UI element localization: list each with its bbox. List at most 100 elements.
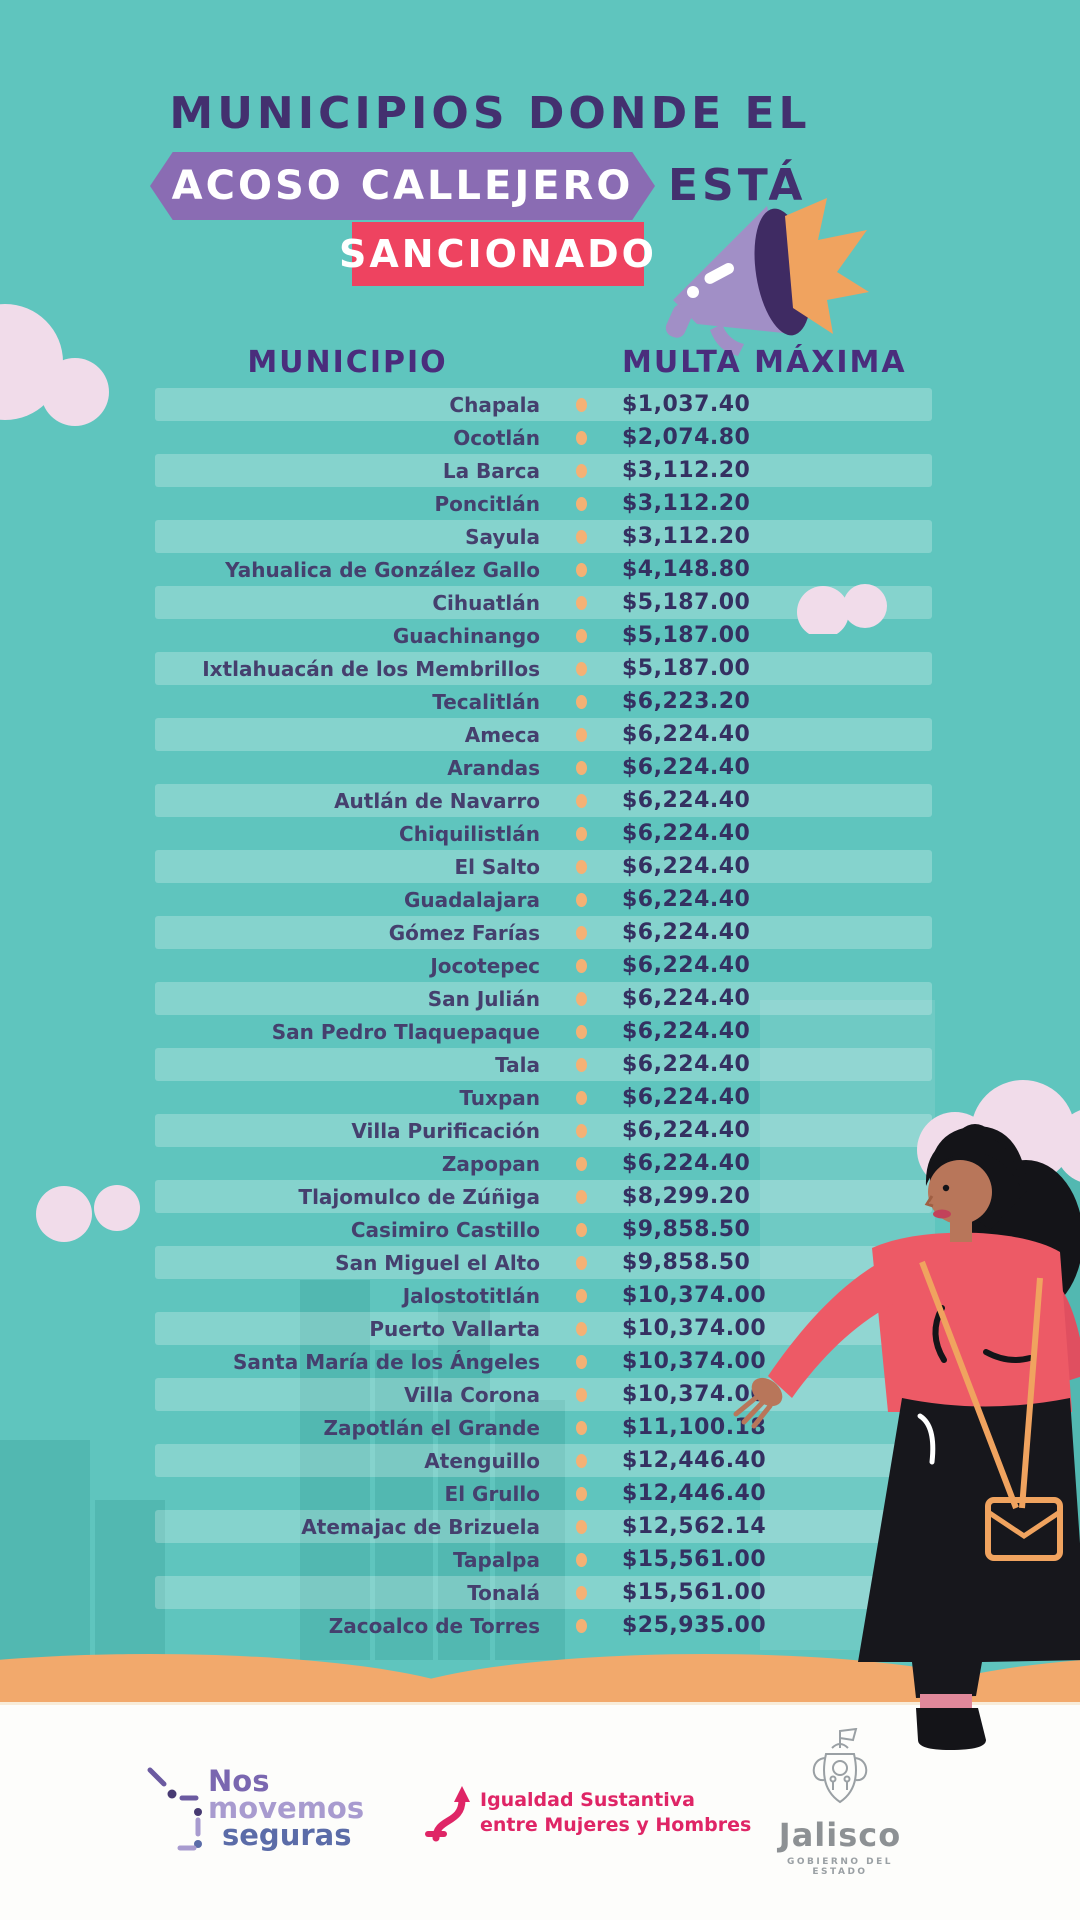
table-row: Gómez Farías $6,224.40 (155, 916, 932, 949)
bullet-dot-icon (575, 1255, 587, 1270)
municipality-name: Zapotlán el Grande (323, 1415, 540, 1440)
bullet-dot-icon (575, 859, 587, 874)
municipality-name: Villa Purificación (351, 1118, 540, 1143)
municipality-name: Santa María de los Ángeles (233, 1349, 540, 1374)
table-row: San Julián $6,224.40 (155, 982, 932, 1015)
bullet-dot-icon (575, 1288, 587, 1303)
table-row: La Barca $3,112.20 (155, 454, 932, 487)
table-rows: Chapala $1,037.40 Ocotlán $2,074.80 La Barca… (155, 388, 932, 1642)
fine-amount: $6,224.40 (622, 788, 751, 813)
fine-amount: $3,112.20 (622, 491, 751, 516)
municipality-name: El Salto (454, 854, 540, 879)
hills-illustration (0, 1654, 1080, 1705)
municipality-name: Atemajac de Brizuela (301, 1514, 540, 1539)
fine-amount: $6,224.40 (622, 1019, 751, 1044)
woman-illustration (733, 1124, 1080, 1750)
fine-amount: $9,858.50 (622, 1250, 751, 1275)
table-row: Tala $6,224.40 (155, 1048, 932, 1081)
fine-amount: $6,224.40 (622, 920, 751, 945)
table-row: Tecalitlán $6,223.20 (155, 685, 932, 718)
table-row: Arandas $6,224.40 (155, 751, 932, 784)
bullet-dot-icon (575, 1090, 587, 1105)
bullet-dot-icon (575, 1486, 587, 1501)
bullet-dot-icon (575, 628, 587, 643)
table-row: Autlán de Navarro $6,224.40 (155, 784, 932, 817)
municipality-name: Chapala (449, 392, 540, 417)
title-banner-text: SANCIONADO (339, 232, 657, 276)
fine-amount: $9,858.50 (622, 1217, 751, 1242)
bullet-dot-icon (575, 661, 587, 676)
table-row: Ocotlán $2,074.80 (155, 421, 932, 454)
column-header-municipio: MUNICIPIO (247, 345, 448, 380)
municipality-name: Tecalitlán (432, 689, 540, 714)
brand3-tagline: GOBIERNO DEL ESTADO (787, 1857, 893, 1877)
municipality-name: San Miguel el Alto (335, 1250, 540, 1275)
bullet-dot-icon (575, 1156, 587, 1171)
curved-arrow-icon (425, 1786, 470, 1842)
table-row: Yahualica de González Gallo $4,148.80 (155, 553, 932, 586)
bullet-dot-icon (575, 397, 587, 412)
title-banner-sancionado: SANCIONADO (339, 222, 654, 286)
table-row: Poncitlán $3,112.20 (155, 487, 932, 520)
fine-amount: $6,224.40 (622, 1118, 751, 1143)
fine-amount: $10,374.00 (622, 1349, 767, 1374)
municipality-name: Gómez Farías (388, 920, 540, 945)
municipality-name: Ameca (464, 722, 540, 747)
table-row: Guachinango $5,187.00 (155, 619, 932, 652)
bullet-dot-icon (575, 463, 587, 478)
fine-amount: $3,112.20 (622, 458, 751, 483)
table-row: Zapotlán el Grande $11,100.18 (155, 1411, 932, 1444)
table-row: Tlajomulco de Zúñiga $8,299.20 (155, 1180, 932, 1213)
fine-amount: $6,224.40 (622, 854, 751, 879)
municipality-name: Tapalpa (452, 1547, 540, 1572)
municipality-name: Zacoalco de Torres (328, 1613, 540, 1638)
municipality-name: Tala (495, 1052, 540, 1077)
municipality-name: Villa Corona (404, 1382, 540, 1407)
table-row: Chapala $1,037.40 (155, 388, 932, 421)
municipality-name: Yahualica de González Gallo (225, 557, 540, 582)
bullet-dot-icon (575, 1453, 587, 1468)
bullet-dot-icon (575, 529, 587, 544)
logo-nos-movemos-seguras: Nos movemos seguras (208, 1767, 364, 1850)
municipality-name: Tlajomulco de Zúñiga (298, 1184, 540, 1209)
table-row: Sayula $3,112.20 (155, 520, 932, 553)
fine-amount: $6,224.40 (622, 1052, 751, 1077)
fine-amount: $10,374.00 (622, 1316, 767, 1341)
fine-amount: $6,223.20 (622, 689, 751, 714)
table-row: Jocotepec $6,224.40 (155, 949, 932, 982)
table-row: Casimiro Castillo $9,858.50 (155, 1213, 932, 1246)
bullet-dot-icon (575, 595, 587, 610)
fine-amount: $4,148.80 (622, 557, 751, 582)
fine-amount: $6,224.40 (622, 755, 751, 780)
fine-amount: $8,299.20 (622, 1184, 751, 1209)
bullet-dot-icon (575, 1189, 587, 1204)
municipality-name: Chiquilistlán (399, 821, 540, 846)
bullet-dot-icon (575, 1618, 587, 1633)
table-row: San Miguel el Alto $9,858.50 (155, 1246, 932, 1279)
table-row: Tuxpan $6,224.40 (155, 1081, 932, 1114)
table-row: Santa María de los Ángeles $10,374.00 (155, 1345, 932, 1378)
municipality-name: Puerto Vallarta (369, 1316, 540, 1341)
logo-jalisco: Jalisco GOBIERNO DEL ESTADO (760, 1728, 920, 1877)
table-row: Atemajac de Brizuela $12,562.14 (155, 1510, 932, 1543)
table-row: Zapopan $6,224.40 (155, 1147, 932, 1180)
table-row: Atenguillo $12,446.40 (155, 1444, 932, 1477)
bullet-dot-icon (575, 1057, 587, 1072)
fine-amount: $6,224.40 (622, 821, 751, 846)
bullet-dot-icon (575, 826, 587, 841)
bullet-dot-icon (575, 760, 587, 775)
bullet-dot-icon (575, 991, 587, 1006)
municipality-name: Tonalá (467, 1580, 540, 1605)
fine-amount: $6,224.40 (622, 1151, 751, 1176)
logo-igualdad-sustantiva: Igualdad Sustantiva entre Mujeres y Homb… (480, 1788, 751, 1838)
fine-amount: $12,446.40 (622, 1448, 767, 1473)
skyline-building (300, 1280, 370, 1660)
fine-amount: $11,100.18 (622, 1415, 767, 1440)
table-row: Jalostotitlán $10,374.00 (155, 1279, 932, 1312)
fine-amount: $5,187.00 (622, 656, 751, 681)
table-row: San Pedro Tlaquepaque $6,224.40 (155, 1015, 932, 1048)
fine-amount: $10,374.00 (622, 1382, 767, 1407)
megaphone-icon (665, 198, 869, 356)
fine-amount: $12,446.40 (622, 1481, 767, 1506)
bullet-dot-icon (575, 562, 587, 577)
